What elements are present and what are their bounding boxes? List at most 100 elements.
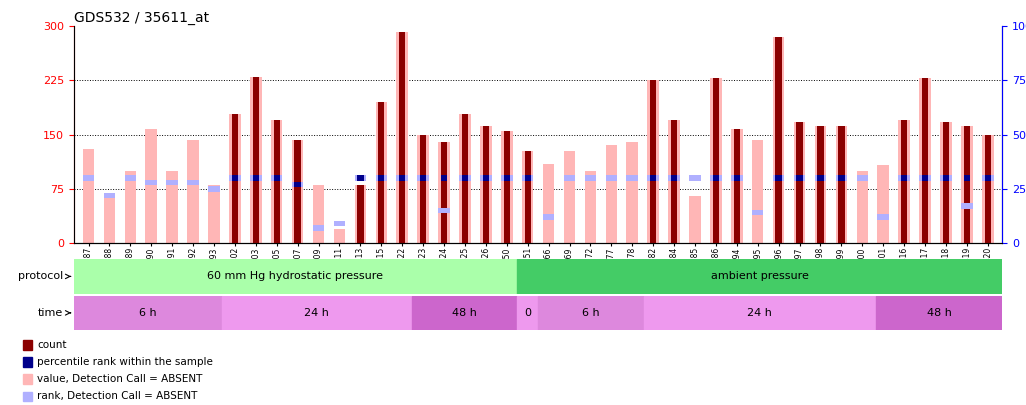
- Bar: [274, 175, 280, 181]
- Bar: [522, 151, 534, 243]
- Bar: [208, 185, 220, 243]
- Bar: [585, 171, 596, 243]
- Bar: [229, 175, 241, 181]
- Bar: [355, 175, 366, 181]
- Bar: [796, 122, 802, 243]
- Bar: [438, 208, 449, 213]
- Bar: [504, 175, 510, 181]
- Bar: [838, 175, 844, 181]
- Bar: [441, 142, 447, 243]
- Bar: [379, 175, 385, 181]
- Bar: [83, 149, 94, 243]
- Bar: [313, 185, 324, 243]
- Bar: [877, 214, 889, 220]
- Bar: [501, 131, 513, 243]
- Bar: [943, 175, 949, 181]
- Text: ambient pressure: ambient pressure: [711, 271, 808, 281]
- Bar: [982, 175, 993, 181]
- Bar: [294, 140, 301, 243]
- Bar: [647, 81, 659, 243]
- Bar: [313, 225, 324, 230]
- Bar: [418, 175, 429, 181]
- Bar: [815, 126, 826, 243]
- Bar: [671, 175, 677, 181]
- Bar: [104, 193, 115, 198]
- Bar: [271, 120, 282, 243]
- Bar: [668, 175, 680, 181]
- Bar: [232, 175, 238, 181]
- Bar: [985, 175, 991, 181]
- Bar: [524, 175, 530, 181]
- Bar: [501, 175, 513, 181]
- Bar: [357, 185, 363, 243]
- Bar: [899, 175, 910, 181]
- Bar: [333, 228, 345, 243]
- Bar: [922, 78, 929, 243]
- Bar: [294, 182, 301, 187]
- Bar: [627, 175, 638, 181]
- Bar: [462, 175, 468, 181]
- Bar: [271, 175, 282, 181]
- Bar: [166, 180, 177, 185]
- Bar: [919, 175, 931, 181]
- Bar: [229, 115, 241, 243]
- Bar: [411, 296, 517, 330]
- Bar: [396, 175, 408, 181]
- Bar: [710, 175, 721, 181]
- Bar: [773, 37, 785, 243]
- Bar: [480, 175, 491, 181]
- Bar: [420, 134, 426, 243]
- Bar: [418, 134, 429, 243]
- Bar: [713, 78, 719, 243]
- Bar: [543, 214, 554, 220]
- Bar: [650, 175, 657, 181]
- Bar: [480, 126, 491, 243]
- Bar: [776, 175, 782, 181]
- Bar: [438, 142, 449, 243]
- Bar: [713, 175, 719, 181]
- Bar: [752, 140, 763, 243]
- Bar: [250, 175, 262, 181]
- Bar: [357, 175, 363, 181]
- Bar: [460, 175, 471, 181]
- Bar: [543, 164, 554, 243]
- Bar: [734, 175, 740, 181]
- Bar: [922, 175, 929, 181]
- Bar: [252, 77, 259, 243]
- Bar: [462, 115, 468, 243]
- Bar: [252, 175, 259, 181]
- Bar: [23, 392, 33, 401]
- Bar: [23, 357, 33, 367]
- Bar: [940, 122, 952, 243]
- Bar: [376, 102, 387, 243]
- Bar: [963, 175, 970, 181]
- Bar: [857, 171, 868, 243]
- Bar: [522, 175, 534, 181]
- Bar: [627, 142, 638, 243]
- Bar: [668, 120, 680, 243]
- Bar: [188, 180, 199, 185]
- Bar: [208, 186, 220, 192]
- Bar: [333, 221, 345, 226]
- Bar: [250, 77, 262, 243]
- Bar: [877, 165, 889, 243]
- Bar: [605, 145, 617, 243]
- Bar: [538, 296, 643, 330]
- Bar: [773, 175, 785, 181]
- Bar: [940, 175, 952, 181]
- Bar: [689, 196, 701, 243]
- Bar: [982, 134, 993, 243]
- Bar: [188, 140, 199, 243]
- Text: 24 h: 24 h: [747, 308, 773, 318]
- Bar: [899, 120, 910, 243]
- Bar: [876, 296, 1002, 330]
- Bar: [396, 32, 408, 243]
- Bar: [441, 175, 447, 181]
- Bar: [961, 203, 973, 209]
- Text: time: time: [38, 308, 64, 318]
- Bar: [734, 129, 740, 243]
- Bar: [963, 126, 970, 243]
- Text: percentile rank within the sample: percentile rank within the sample: [37, 357, 212, 367]
- Bar: [74, 296, 222, 330]
- Bar: [23, 340, 33, 350]
